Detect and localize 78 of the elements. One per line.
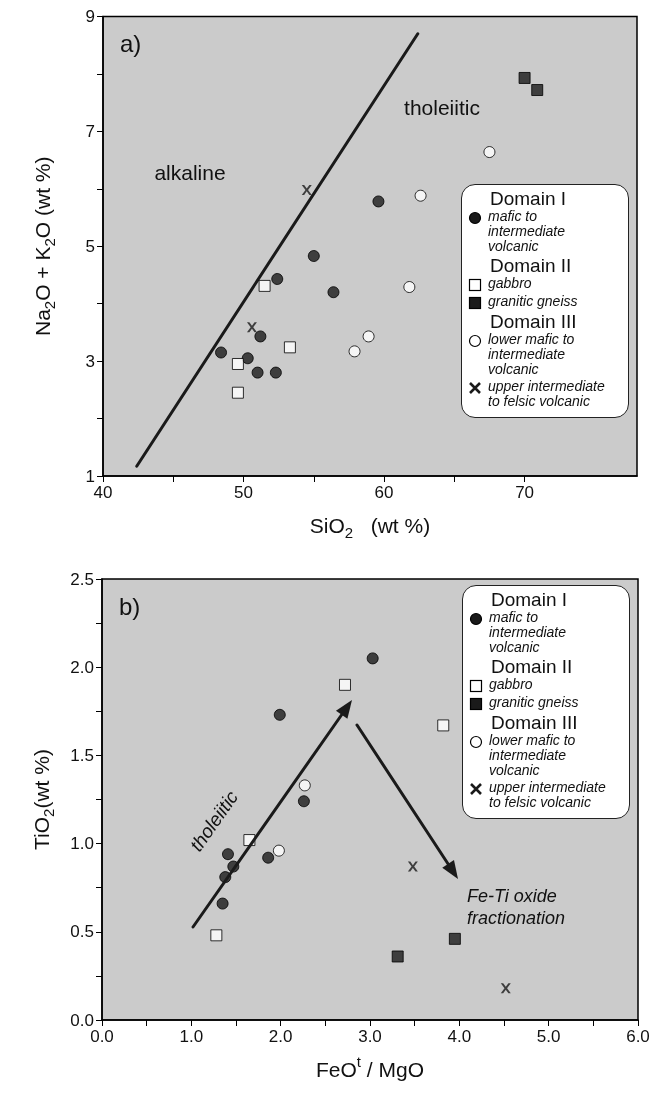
legend-label: gabbro — [488, 275, 533, 291]
point — [273, 708, 286, 721]
point — [307, 250, 320, 263]
annotation: alkaline — [154, 160, 226, 184]
point — [241, 352, 254, 365]
point — [372, 195, 385, 208]
text: b) — [119, 592, 141, 620]
x-tick-label: 50 — [234, 483, 253, 502]
point — [272, 844, 285, 857]
y-tick-label: 5 — [85, 236, 95, 256]
y-tick-label: 3 — [85, 351, 95, 371]
point — [231, 386, 244, 399]
point — [366, 652, 379, 665]
x-tick-label: 5.0 — [536, 1027, 561, 1046]
point — [483, 146, 496, 159]
x-tick-label: 40 — [93, 483, 113, 502]
point — [518, 71, 531, 84]
y-tick-label: 9 — [85, 7, 95, 26]
y-axis-title: TiO2(wt %) — [29, 749, 57, 850]
x-tick-label: 60 — [374, 483, 394, 502]
annotation: Domain II — [490, 656, 574, 677]
annotation: Fe-Ti oxide fractionation — [467, 886, 566, 928]
annotation: Domain II — [489, 255, 573, 276]
annotation: tholeiitic — [404, 95, 480, 119]
x-tick-label: 6.0 — [626, 1027, 650, 1046]
point — [262, 851, 275, 864]
point — [216, 897, 229, 910]
point — [407, 861, 418, 872]
point — [251, 366, 264, 379]
point — [210, 929, 223, 942]
annotation: Domain III — [489, 311, 578, 332]
y-tick-label: 2.5 — [70, 569, 94, 589]
annotation: Domain III — [490, 712, 579, 733]
y-tick-label: 1.0 — [70, 834, 94, 854]
point — [271, 272, 284, 285]
x-tick-label: 1.0 — [179, 1027, 204, 1046]
y-tick-label: 0.0 — [70, 1010, 94, 1030]
legend-label: upper intermediate to felsic volcanic — [488, 378, 606, 409]
legend-label: gabbro — [489, 676, 534, 692]
point — [269, 366, 282, 379]
legend-label: mafic to intermediate volcanic — [489, 609, 568, 655]
point — [283, 341, 296, 354]
point — [338, 678, 351, 691]
y-tick-label: 7 — [85, 121, 95, 141]
legend-label: mafic to intermediate volcanic — [488, 208, 567, 254]
legend-label: granitic gneiss — [489, 694, 580, 710]
point — [297, 795, 310, 808]
legend-label: upper intermediate to felsic volcanic — [489, 779, 607, 810]
x-tick-label: 3.0 — [358, 1027, 382, 1046]
point — [437, 719, 450, 732]
point — [348, 345, 361, 358]
point — [301, 184, 312, 195]
y-tick-label: 2.0 — [70, 657, 94, 677]
text: a) — [120, 29, 142, 57]
point — [215, 346, 228, 359]
point — [327, 286, 340, 299]
point — [414, 189, 427, 202]
point — [362, 330, 375, 343]
y-tick-label: 1.5 — [70, 745, 94, 765]
x-tick-label: 2.0 — [268, 1027, 293, 1046]
point — [531, 84, 544, 97]
y-axis-title: Na2O + K2O (wt %) — [30, 156, 58, 336]
annotation: Domain I — [489, 188, 568, 209]
point — [246, 322, 257, 333]
point — [231, 358, 244, 370]
point — [391, 950, 404, 963]
legend-label: granitic gneiss — [488, 293, 579, 309]
point — [448, 932, 461, 945]
point — [403, 281, 416, 294]
y-tick-label: 0.5 — [70, 922, 94, 942]
annotation: Domain I — [490, 589, 569, 610]
x-tick-label: 4.0 — [447, 1027, 472, 1046]
point — [258, 279, 271, 292]
point — [500, 983, 511, 994]
point — [254, 330, 267, 343]
point — [298, 779, 311, 792]
y-tick-label: 1 — [85, 466, 95, 486]
x-tick-label: 70 — [515, 483, 535, 502]
